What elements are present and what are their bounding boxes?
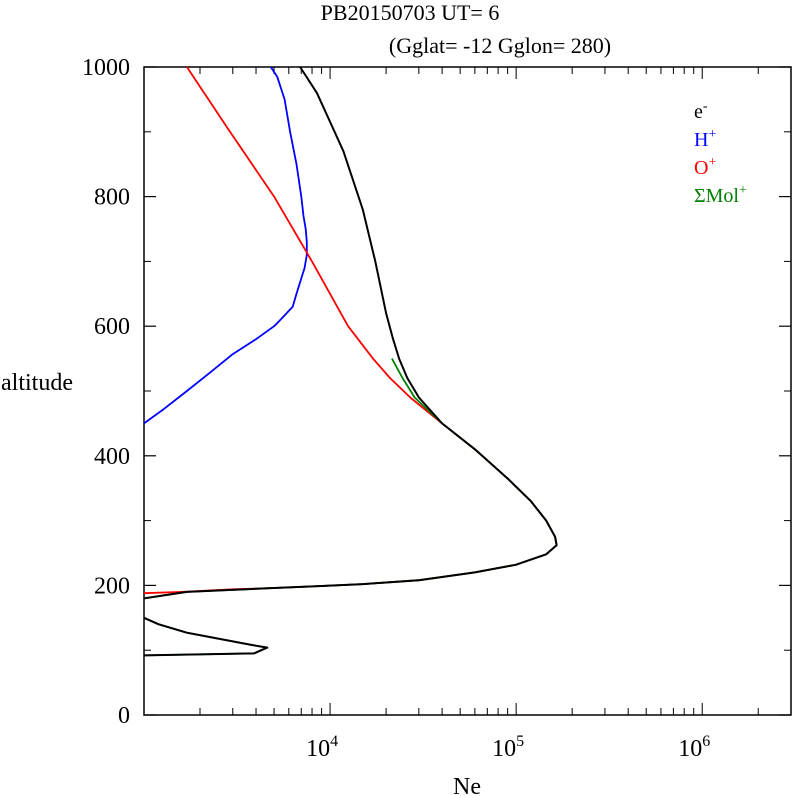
x-tick-base: 10	[306, 736, 330, 762]
y-tick-label: 600	[94, 314, 130, 340]
y-axis-label: altitude	[1, 370, 73, 396]
x-tick-exponent: 5	[516, 733, 524, 750]
legend-label: O	[694, 157, 708, 179]
chart-title: PB20150703 UT= 6	[321, 0, 500, 25]
y-axis-ticks: 0 200 400 600 800 1000	[82, 55, 791, 729]
legend-charge: +	[739, 183, 747, 198]
legend-entry: H+	[694, 127, 716, 151]
legend-charge: +	[708, 155, 716, 170]
legend-entry: O+	[694, 155, 716, 179]
y-tick-label: 800	[94, 185, 130, 211]
x-tick-base: 10	[678, 736, 702, 762]
series-line-4	[143, 66, 558, 600]
series-line-0	[143, 66, 308, 425]
legend-charge: -	[703, 99, 708, 114]
x-tick-label: 105	[492, 733, 524, 762]
x-tick-label: 106	[678, 733, 710, 762]
chart-subtitle: (Gglat= -12 Gglon= 280)	[389, 33, 611, 58]
plot-lines	[143, 66, 558, 657]
y-tick-label: 0	[118, 703, 130, 729]
y-tick-label: 400	[94, 444, 130, 470]
x-tick-base: 10	[492, 736, 516, 762]
legend: e-H+O+ΣMol+	[694, 99, 747, 207]
y-tick-label: 1000	[82, 55, 130, 81]
series-line-2	[143, 358, 558, 600]
legend-label: e	[694, 101, 703, 123]
legend-label: ΣMol	[694, 185, 739, 207]
series-line-5	[143, 616, 269, 657]
x-tick-label: 104	[306, 733, 338, 762]
x-axis-label: Ne	[453, 774, 481, 796]
legend-label: H	[694, 129, 708, 151]
legend-entry: ΣMol+	[694, 183, 747, 207]
series-line-1	[143, 66, 558, 595]
x-axis-ticks: 104 105 106	[306, 733, 710, 762]
legend-charge: +	[708, 127, 716, 142]
x-tick-exponent: 4	[330, 733, 338, 750]
y-tick-label: 200	[94, 573, 130, 599]
legend-entry: e-	[694, 99, 708, 123]
x-tick-exponent: 6	[702, 733, 710, 750]
